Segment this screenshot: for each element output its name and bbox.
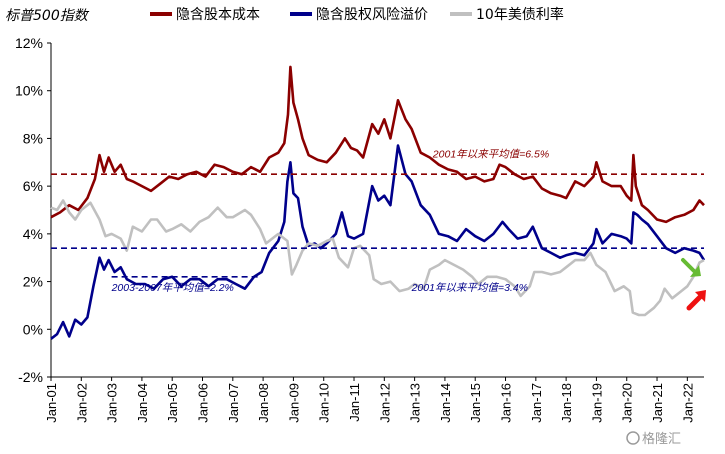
x-tick-label: Jan-14 xyxy=(438,383,453,423)
x-tick-label: Jan-18 xyxy=(559,383,574,423)
chart-title: 标普500指数 xyxy=(5,8,90,24)
x-tick-label: Jan-11 xyxy=(347,383,362,422)
x-tick-label: Jan-09 xyxy=(286,383,301,423)
down-arrow-shaft xyxy=(681,258,696,273)
x-tick-label: Jan-01 xyxy=(44,383,59,423)
reference-label: 2001年以来平均值=6.5% xyxy=(432,149,549,161)
x-tick-label: Jan-10 xyxy=(317,383,332,423)
x-tick-label: Jan-20 xyxy=(620,383,635,423)
series-line xyxy=(50,144,706,340)
y-tick-label: 0% xyxy=(23,321,43,337)
x-tick-label: Jan-22 xyxy=(680,383,695,423)
x-tick-label: Jan-17 xyxy=(529,383,544,423)
y-tick-label: 12% xyxy=(15,35,43,51)
x-tick-label: Jan-02 xyxy=(74,383,89,423)
x-tick-label: Jan-06 xyxy=(196,383,211,423)
down-arrow-head xyxy=(690,265,701,277)
x-tick-label: Jan-19 xyxy=(589,383,604,423)
x-tick-label: Jan-16 xyxy=(499,383,514,423)
series-line xyxy=(50,65,705,224)
x-tick-label: Jan-15 xyxy=(468,383,483,423)
x-tick-label: Jan-13 xyxy=(408,383,423,423)
y-tick-label: -2% xyxy=(18,369,43,385)
legend-label: 10年美债利率 xyxy=(476,6,564,23)
up-arrow-head xyxy=(695,290,706,302)
series-line xyxy=(50,199,705,317)
y-tick-label: 8% xyxy=(23,130,43,146)
y-tick-label: 4% xyxy=(23,226,43,242)
legend-label: 隐含股权风险溢价 xyxy=(316,7,428,23)
x-tick-label: Jan-12 xyxy=(377,383,392,423)
y-tick-label: 6% xyxy=(23,178,43,194)
watermark-logo-icon xyxy=(626,431,640,445)
legend-label: 隐含股本成本 xyxy=(176,7,260,23)
x-tick-label: Jan-08 xyxy=(256,383,271,423)
x-tick-label: Jan-05 xyxy=(165,383,180,423)
watermark-text: 格隆汇 xyxy=(642,431,681,447)
y-tick-label: 10% xyxy=(15,83,43,99)
reference-label: 2003-2007年平均值=2.2% xyxy=(111,282,234,294)
x-tick-label: Jan-04 xyxy=(135,383,150,423)
up-arrow-shaft xyxy=(686,294,703,311)
reference-label: 2001年以来平均值=3.4% xyxy=(411,282,528,294)
x-tick-label: Jan-07 xyxy=(226,383,241,423)
x-tick-label: Jan-21 xyxy=(650,383,665,423)
y-tick-label: 2% xyxy=(23,274,43,290)
x-tick-label: Jan-03 xyxy=(105,383,120,423)
